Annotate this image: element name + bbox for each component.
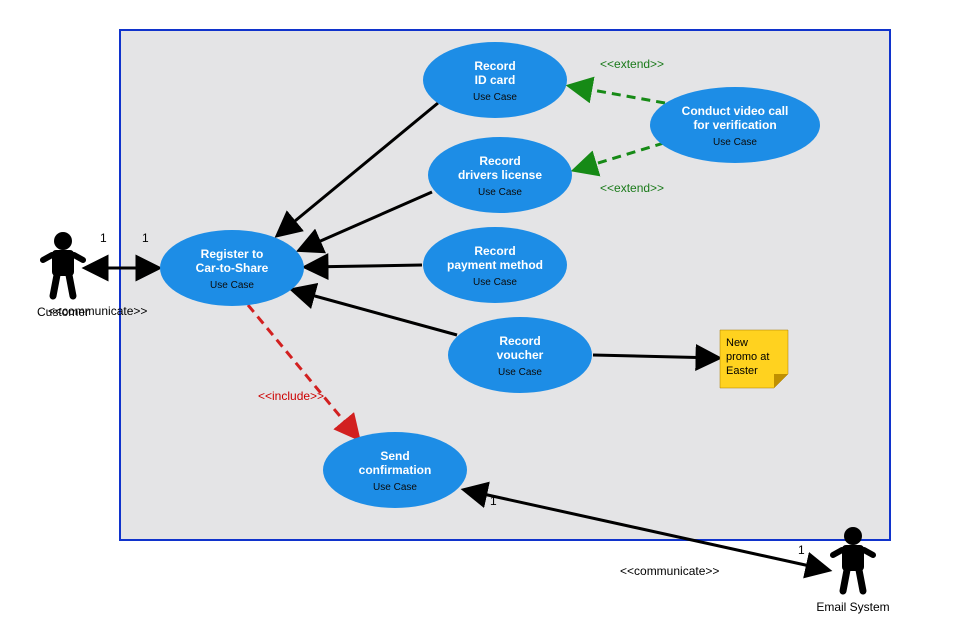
uc-stereotype: Use Case (373, 482, 417, 493)
sticky-note: New promo at Easter (720, 330, 788, 388)
uc-title: Record (479, 154, 520, 168)
uc-title: voucher (497, 348, 544, 362)
uc-title: Register to (201, 247, 264, 261)
uc-send: Sendconfirmation Use Case (323, 432, 467, 508)
uc-title: Record (474, 244, 515, 258)
edge-label-communicate1: <<communicate>> (48, 304, 147, 318)
uc-title: confirmation (359, 463, 432, 477)
uc-stereotype: Use Case (473, 277, 517, 288)
actor-label: Email System (816, 600, 889, 614)
e-pay-reg (306, 265, 422, 267)
uc-stereotype: Use Case (210, 280, 254, 291)
note-line: Easter (726, 365, 758, 377)
uc-id-card: RecordID card Use Case (423, 42, 567, 118)
uc-stereotype: Use Case (713, 137, 757, 148)
uc-register: Register toCar-to-Share Use Case (160, 230, 304, 306)
uc-drivers: Recorddrivers license Use Case (428, 137, 572, 213)
edge-label-one_a: 1 (100, 231, 107, 245)
edge-label-extend2: <<extend>> (600, 181, 664, 195)
uc-voucher: Recordvoucher Use Case (448, 317, 592, 393)
uc-title: for verification (693, 118, 776, 132)
uc-stereotype: Use Case (478, 187, 522, 198)
edge-label-include: <<include>> (258, 389, 324, 403)
uc-title: drivers license (458, 168, 542, 182)
edge-label-one_b: 1 (142, 231, 149, 245)
uc-title: Car-to-Share (196, 261, 269, 275)
uc-title: Record (474, 59, 515, 73)
uc-title: payment method (447, 258, 543, 272)
uc-title: Conduct video call (682, 104, 789, 118)
uc-payment: Recordpayment method Use Case (423, 227, 567, 303)
edge-label-one_c: 1 (490, 494, 497, 508)
uc-title: Send (380, 449, 409, 463)
edge-label-one_d: 1 (798, 543, 805, 557)
note-line: promo at (726, 351, 769, 363)
uc-title: ID card (475, 73, 516, 87)
edge-label-communicate2: <<communicate>> (620, 564, 719, 578)
use-case-diagram: Register toCar-to-ShareUse CaseRecordID … (0, 0, 960, 640)
note-line: New (726, 337, 748, 349)
uc-title: Record (499, 334, 540, 348)
edge-label-extend1: <<extend>> (600, 57, 664, 71)
uc-stereotype: Use Case (473, 92, 517, 103)
uc-video: Conduct video callfor verification Use Ca… (650, 87, 820, 163)
uc-stereotype: Use Case (498, 367, 542, 378)
